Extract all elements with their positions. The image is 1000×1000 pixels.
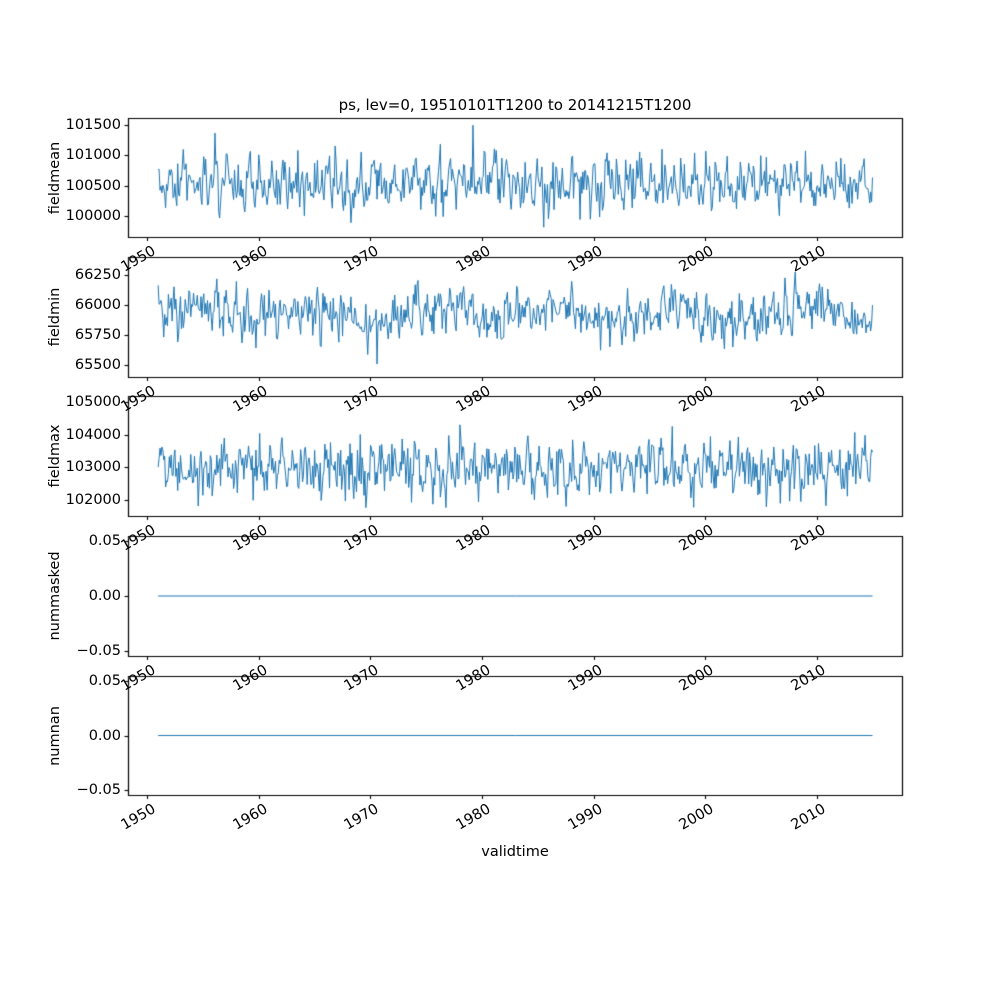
y-axis-label-nummasked: nummasked bbox=[46, 551, 63, 641]
y-tick-label: −0.05 bbox=[76, 642, 121, 659]
y-tick-label: 102000 bbox=[65, 491, 121, 508]
y-tick-label: 65750 bbox=[74, 326, 121, 343]
y-tick-label: 101000 bbox=[65, 147, 121, 164]
y-tick-label: 100000 bbox=[65, 207, 121, 224]
y-tick-label: 0.05 bbox=[88, 673, 121, 690]
page-title: ps, lev=0, 19510101T1200 to 20141215T120… bbox=[338, 96, 692, 114]
y-tick-label: 0.05 bbox=[88, 533, 121, 550]
y-tick-label: 105000 bbox=[65, 394, 121, 411]
y-tick-label: 66000 bbox=[74, 296, 121, 313]
y-tick-label: 103000 bbox=[65, 459, 121, 476]
x-axis-label: validtime bbox=[481, 844, 549, 860]
y-tick-label: 0.00 bbox=[88, 727, 121, 744]
y-tick-label: −0.05 bbox=[76, 781, 121, 798]
y-tick-label: 66250 bbox=[74, 266, 121, 283]
y-tick-label: 0.00 bbox=[88, 587, 121, 604]
y-tick-label: 65500 bbox=[74, 356, 121, 373]
y-axis-label-fieldmax: fieldmax bbox=[46, 424, 63, 488]
y-tick-label: 104000 bbox=[65, 426, 121, 443]
y-tick-label: 100500 bbox=[65, 177, 121, 194]
y-axis-label-fieldmin: fieldmin bbox=[46, 287, 63, 347]
y-axis-label-fieldmean: fieldmean bbox=[46, 141, 63, 214]
y-axis-label-numnan: numnan bbox=[46, 705, 63, 766]
y-tick-label: 101500 bbox=[65, 116, 121, 133]
